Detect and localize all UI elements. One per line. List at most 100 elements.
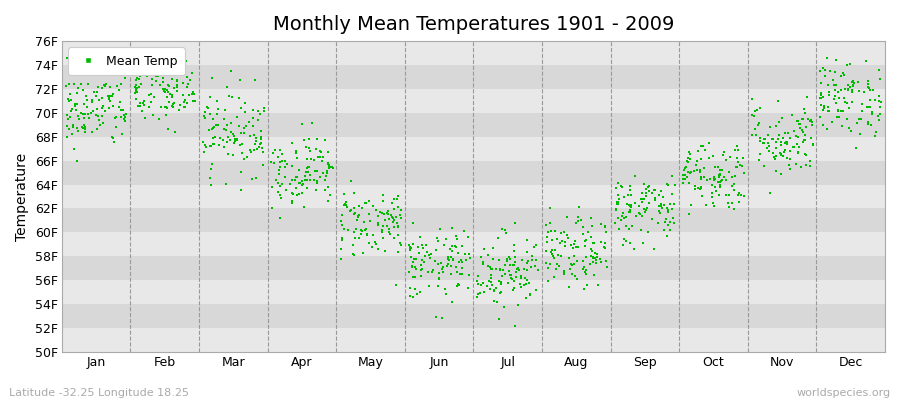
Point [169, 77, 184, 83]
Point [302, 145, 317, 151]
Point [444, 271, 458, 277]
Point [183, 76, 197, 83]
Point [91, 113, 105, 119]
Point [384, 214, 399, 220]
Point [313, 148, 328, 155]
Point [338, 190, 352, 197]
Point [390, 196, 404, 202]
Point [712, 174, 726, 180]
Point [246, 115, 260, 122]
Point [768, 156, 782, 162]
Point [197, 113, 211, 119]
Point [547, 247, 562, 253]
Point [737, 170, 751, 176]
Point [679, 176, 693, 182]
Point [118, 118, 132, 125]
Point [588, 250, 602, 257]
Point [248, 135, 263, 142]
Point [61, 116, 76, 122]
Point [820, 55, 834, 62]
Point [798, 124, 813, 130]
Point [652, 203, 666, 209]
Point [495, 226, 509, 232]
Point [716, 174, 731, 180]
Point [152, 116, 166, 122]
Point [862, 96, 877, 103]
Point [825, 76, 840, 83]
Point [255, 145, 269, 151]
Point [489, 266, 503, 272]
Point [713, 182, 727, 188]
Point [520, 266, 535, 273]
Point [423, 255, 437, 261]
Point [403, 246, 418, 252]
Point [383, 212, 398, 218]
Point [550, 260, 564, 267]
Point [509, 266, 524, 272]
Point [206, 125, 220, 132]
Point [253, 110, 267, 117]
Point [315, 158, 329, 165]
Point [713, 166, 727, 173]
Point [868, 133, 883, 139]
Point [439, 236, 454, 242]
Point [579, 237, 593, 243]
Point [774, 139, 788, 145]
Point [310, 168, 324, 174]
Point [312, 174, 327, 180]
Point [829, 82, 843, 89]
Point [431, 261, 446, 268]
Point [873, 104, 887, 110]
Point [543, 261, 557, 267]
Point [680, 158, 694, 164]
Point [691, 148, 706, 155]
Point [662, 218, 677, 225]
Point [302, 172, 317, 178]
Point [583, 246, 598, 252]
Point [386, 216, 400, 223]
Point [178, 97, 193, 104]
Point [458, 251, 473, 257]
Point [418, 253, 432, 259]
Point [814, 92, 828, 98]
Point [301, 169, 315, 175]
Point [302, 177, 317, 183]
Point [148, 67, 162, 74]
Point [745, 132, 760, 138]
Point [865, 111, 879, 117]
Point [680, 155, 695, 161]
Point [797, 132, 812, 139]
Point [511, 302, 526, 308]
Point [787, 128, 801, 134]
Point [159, 105, 174, 112]
Point [320, 184, 335, 190]
Point [719, 192, 733, 198]
Point [69, 158, 84, 164]
Point [598, 228, 613, 235]
Point [823, 68, 837, 74]
Point [494, 288, 508, 295]
Point [288, 174, 302, 180]
Point [635, 212, 650, 219]
Point [618, 238, 633, 244]
Point [210, 98, 224, 104]
Point [363, 218, 377, 224]
Point [712, 172, 726, 178]
Point [114, 106, 129, 113]
Point [814, 102, 828, 108]
Point [796, 137, 811, 144]
Point [694, 143, 708, 150]
Point [160, 87, 175, 93]
Point [66, 122, 80, 128]
Point [713, 172, 727, 179]
Point [99, 81, 113, 87]
Point [273, 182, 287, 189]
Point [243, 133, 257, 139]
Point [310, 178, 324, 184]
Point [554, 230, 569, 236]
Point [230, 114, 244, 120]
Point [832, 95, 846, 102]
Point [757, 136, 771, 142]
Point [702, 140, 716, 146]
Point [412, 289, 427, 295]
